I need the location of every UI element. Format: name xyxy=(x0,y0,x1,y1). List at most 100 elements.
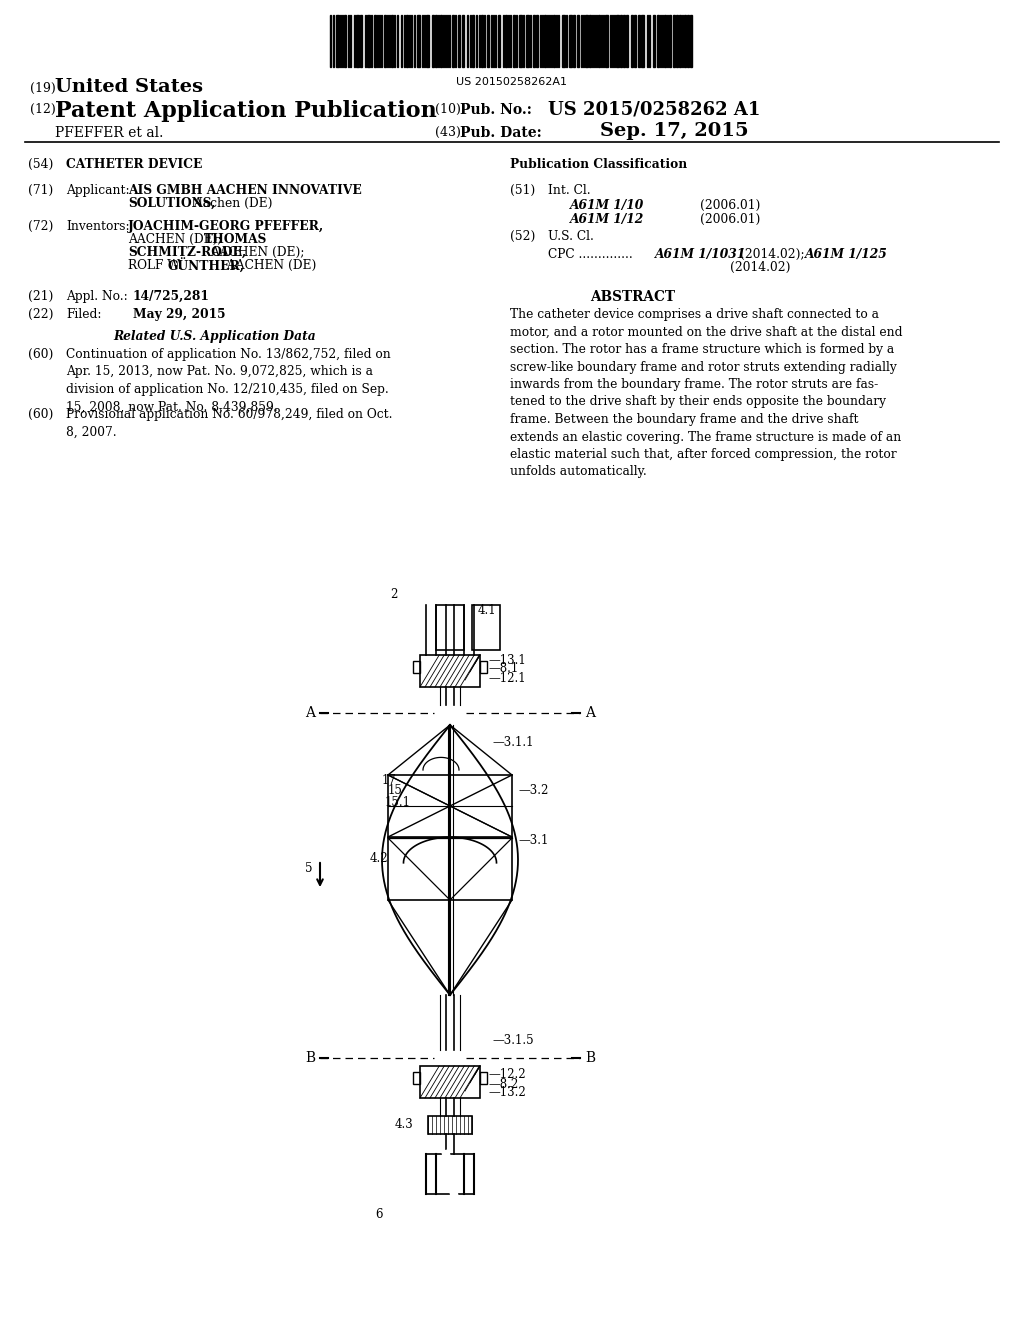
Text: CATHETER DEVICE: CATHETER DEVICE xyxy=(66,158,203,172)
Text: SOLUTIONS,: SOLUTIONS, xyxy=(128,197,215,210)
Text: —8.2: —8.2 xyxy=(488,1077,518,1090)
Bar xyxy=(687,15,689,67)
Bar xyxy=(436,605,464,649)
Bar xyxy=(388,838,512,900)
Bar xyxy=(534,15,535,67)
Text: (71): (71) xyxy=(28,183,53,197)
Bar xyxy=(498,15,500,67)
Text: ABSTRACT: ABSTRACT xyxy=(590,290,675,304)
Bar xyxy=(480,661,487,673)
Text: (72): (72) xyxy=(28,220,53,234)
Bar xyxy=(513,15,515,67)
Bar xyxy=(458,15,460,67)
Bar xyxy=(391,15,393,67)
Text: (54): (54) xyxy=(28,158,53,172)
Text: —8.1: —8.1 xyxy=(488,663,518,676)
Text: 4.1: 4.1 xyxy=(478,603,497,616)
Text: 4.3: 4.3 xyxy=(395,1118,414,1131)
Bar xyxy=(440,15,442,67)
Bar xyxy=(638,15,640,67)
Bar xyxy=(653,15,655,67)
Bar xyxy=(413,661,420,673)
Bar xyxy=(519,15,522,67)
Text: Pub. Date:: Pub. Date: xyxy=(460,125,542,140)
Text: B: B xyxy=(585,1051,595,1065)
Bar xyxy=(634,15,636,67)
Bar xyxy=(432,15,434,67)
Bar xyxy=(336,15,339,67)
Text: (10): (10) xyxy=(435,103,461,116)
Text: (52): (52) xyxy=(510,230,536,243)
Bar xyxy=(544,15,546,67)
Text: ROLF W.: ROLF W. xyxy=(128,259,185,272)
Bar xyxy=(487,15,489,67)
Text: Inventors:: Inventors: xyxy=(66,220,130,234)
Text: —12.2: —12.2 xyxy=(488,1068,525,1081)
Text: AIS GMBH AACHEN INNOVATIVE: AIS GMBH AACHEN INNOVATIVE xyxy=(128,183,361,197)
Bar xyxy=(413,1072,420,1084)
Text: AACHEN (DE);: AACHEN (DE); xyxy=(128,234,225,246)
Text: Continuation of application No. 13/862,752, filed on
Apr. 15, 2013, now Pat. No.: Continuation of application No. 13/862,7… xyxy=(66,348,391,413)
Text: (60): (60) xyxy=(28,348,53,360)
Text: 15.1: 15.1 xyxy=(385,796,411,809)
Text: Applicant:: Applicant: xyxy=(66,183,130,197)
Bar xyxy=(631,15,633,67)
Bar xyxy=(573,15,575,67)
Text: A61M 1/10: A61M 1/10 xyxy=(570,199,644,213)
Text: GÜNTHER,: GÜNTHER, xyxy=(168,259,245,275)
Text: 15: 15 xyxy=(388,784,402,797)
Bar xyxy=(641,15,644,67)
Text: Publication Classification: Publication Classification xyxy=(510,158,687,172)
Text: (60): (60) xyxy=(28,408,53,421)
Text: US 20150258262A1: US 20150258262A1 xyxy=(457,77,567,87)
Bar xyxy=(462,15,464,67)
Text: (12): (12) xyxy=(30,103,55,116)
Bar xyxy=(620,15,622,67)
Bar xyxy=(657,15,659,67)
Bar xyxy=(472,15,474,67)
Text: PFEFFER et al.: PFEFFER et al. xyxy=(55,125,164,140)
Text: —3.1: —3.1 xyxy=(518,833,549,846)
Bar xyxy=(684,15,686,67)
Bar xyxy=(420,655,480,686)
Text: (22): (22) xyxy=(28,308,53,321)
Bar xyxy=(526,15,529,67)
Text: JOACHIM-GEORG PFEFFER,: JOACHIM-GEORG PFEFFER, xyxy=(128,220,325,234)
Text: 14/725,281: 14/725,281 xyxy=(133,290,210,304)
Text: United States: United States xyxy=(55,78,203,96)
Bar xyxy=(690,15,692,67)
Bar xyxy=(360,15,362,67)
Bar xyxy=(553,15,555,67)
Text: (19): (19) xyxy=(30,82,55,95)
Text: May 29, 2015: May 29, 2015 xyxy=(133,308,225,321)
Text: Filed:: Filed: xyxy=(66,308,101,321)
Text: —3.2: —3.2 xyxy=(518,784,549,796)
Text: AACHEN (DE): AACHEN (DE) xyxy=(223,259,316,272)
Text: THOMAS: THOMAS xyxy=(204,234,267,246)
Text: Sep. 17, 2015: Sep. 17, 2015 xyxy=(600,121,749,140)
Text: 17: 17 xyxy=(382,774,397,787)
Text: —12.1: —12.1 xyxy=(488,672,525,685)
Bar xyxy=(367,15,370,67)
Bar xyxy=(344,15,346,67)
Bar xyxy=(420,1067,480,1098)
Bar xyxy=(562,15,565,67)
Bar xyxy=(388,775,512,837)
Bar xyxy=(673,15,675,67)
Text: Patent Application Publication: Patent Application Publication xyxy=(55,100,437,121)
Bar xyxy=(626,15,628,67)
Text: —13.2: —13.2 xyxy=(488,1086,525,1100)
Text: (2014.02): (2014.02) xyxy=(730,261,791,275)
Bar xyxy=(679,15,681,67)
Text: A61M 1/12: A61M 1/12 xyxy=(570,213,644,226)
Text: Int. Cl.: Int. Cl. xyxy=(548,183,591,197)
Text: (2006.01): (2006.01) xyxy=(700,213,761,226)
Text: (21): (21) xyxy=(28,290,53,304)
Bar xyxy=(505,15,507,67)
Bar xyxy=(452,15,454,67)
Text: (43): (43) xyxy=(435,125,461,139)
Text: A: A xyxy=(585,706,595,719)
Bar xyxy=(664,15,666,67)
Bar xyxy=(536,15,538,67)
Bar xyxy=(428,1115,472,1134)
